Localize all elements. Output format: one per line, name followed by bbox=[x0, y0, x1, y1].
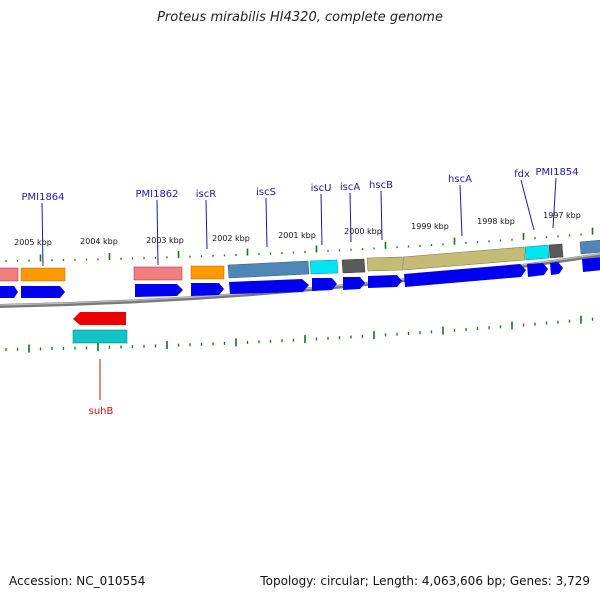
kbp-label: 1999 kbp bbox=[411, 222, 449, 231]
kbp-label: 2001 kbp bbox=[278, 231, 316, 240]
gene-label-isca[interactable]: iscA bbox=[340, 182, 360, 193]
gene-box-iscu[interactable] bbox=[309, 259, 339, 275]
gene-label-hsca[interactable]: hscA bbox=[448, 174, 472, 185]
connector-pmi1854 bbox=[552, 177, 557, 229]
gene-label-pmi1862[interactable]: PMI1862 bbox=[135, 189, 178, 200]
cds-arrow[interactable] bbox=[0, 286, 18, 298]
kbp-label: 1998 kbp bbox=[477, 217, 515, 226]
gene-label-pmi1854[interactable]: PMI1854 bbox=[535, 167, 578, 178]
kbp-label: 1997 kbp bbox=[543, 211, 581, 220]
genome-summary-text: Topology: circular; Length: 4,063,606 bp… bbox=[260, 574, 590, 588]
connector-iscs bbox=[265, 197, 268, 248]
lower-tick-track bbox=[5, 315, 594, 353]
cds-arrow[interactable] bbox=[550, 262, 563, 275]
gene-label-hscb[interactable]: hscB bbox=[369, 180, 393, 191]
connector-hsca bbox=[459, 184, 463, 237]
kbp-label: 2004 kbp bbox=[80, 237, 118, 246]
cds-arrow[interactable] bbox=[404, 264, 526, 287]
feature-track-lower bbox=[72, 312, 128, 344]
label-connectors bbox=[41, 177, 557, 400]
gene-box-suhb[interactable] bbox=[72, 329, 128, 344]
kbp-label: 2002 kbp bbox=[212, 234, 250, 243]
kbp-label-group: 2005 kbp 2004 kbp 2003 kbp 2002 kbp 2001… bbox=[14, 211, 581, 247]
gene-box-pmi1864[interactable] bbox=[20, 267, 66, 282]
gene-label-suhb[interactable]: suhB bbox=[89, 406, 114, 417]
accession-text: Accession: NC_010554 bbox=[9, 574, 146, 588]
cds-arrow[interactable] bbox=[135, 284, 183, 297]
kbp-label: 2003 kbp bbox=[146, 236, 184, 245]
cds-arrow[interactable] bbox=[21, 286, 65, 298]
gene-label-iscr[interactable]: iscR bbox=[196, 189, 216, 200]
kbp-label: 2005 kbp bbox=[14, 238, 52, 247]
connector-iscr bbox=[205, 199, 208, 250]
cds-arrow[interactable] bbox=[343, 277, 365, 290]
gene-box-pmi1854[interactable] bbox=[548, 243, 564, 259]
map-title: Proteus mirabilis HI4320, complete genom… bbox=[157, 10, 443, 25]
gene-box-isca[interactable] bbox=[341, 258, 366, 274]
gene-box-hsca[interactable] bbox=[402, 246, 526, 271]
gene-label-fdx[interactable]: fdx bbox=[514, 169, 530, 180]
gene-box-salmon[interactable] bbox=[0, 267, 19, 282]
gene-label-pmi1864[interactable]: PMI1864 bbox=[21, 192, 64, 203]
gene-box-iscr[interactable] bbox=[190, 265, 225, 280]
cds-arrow[interactable] bbox=[312, 278, 337, 291]
connector-iscu bbox=[320, 193, 323, 246]
kbp-label: 2000 kbp bbox=[344, 227, 382, 236]
connector-fdx bbox=[520, 179, 535, 231]
connector-isca bbox=[349, 192, 352, 243]
gene-labels: PMI1864 PMI1862 iscR iscS iscU iscA hscB… bbox=[21, 167, 578, 417]
gene-box-iscs[interactable] bbox=[227, 260, 310, 279]
upper-tick-track bbox=[5, 227, 594, 262]
connector-hscb bbox=[380, 190, 383, 241]
connector-pmi1864 bbox=[41, 202, 44, 267]
gene-box-fdx[interactable] bbox=[524, 244, 550, 261]
cds-track bbox=[0, 257, 600, 298]
cds-arrow[interactable] bbox=[191, 283, 224, 296]
gene-box-hscb[interactable] bbox=[366, 256, 404, 272]
feature-track-upper bbox=[0, 239, 600, 282]
cds-arrow[interactable] bbox=[229, 279, 309, 294]
cds-arrow[interactable] bbox=[527, 263, 548, 277]
cds-arrow[interactable] bbox=[368, 275, 402, 288]
cds-arrow-suhb[interactable] bbox=[73, 312, 126, 325]
gene-label-iscu[interactable]: iscU bbox=[311, 183, 332, 194]
cds-arrow[interactable] bbox=[582, 257, 600, 272]
gene-label-iscs[interactable]: iscS bbox=[256, 187, 276, 198]
gene-box-steelblue-right[interactable] bbox=[579, 239, 600, 255]
gene-box-pmi1862[interactable] bbox=[133, 266, 183, 281]
connector-pmi1862 bbox=[156, 199, 159, 266]
